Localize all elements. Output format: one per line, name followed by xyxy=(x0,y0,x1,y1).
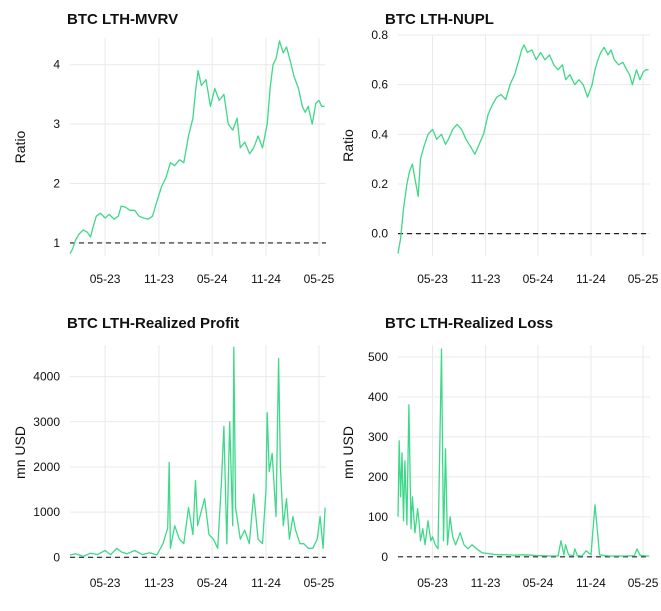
y-tick-label: 4 xyxy=(53,58,60,72)
y-tick-label: 4000 xyxy=(33,370,60,384)
series-line xyxy=(397,44,649,254)
y-tick-label: 3000 xyxy=(33,415,60,429)
y-tick-label: 2 xyxy=(53,177,60,191)
y-tick-label: 1 xyxy=(53,236,60,250)
x-tick-label: 11-23 xyxy=(144,272,174,286)
y-tick-label: 1000 xyxy=(33,505,60,519)
y-tick-label: 0 xyxy=(381,550,388,564)
y-tick-label: 0 xyxy=(53,550,60,564)
x-tick-label: 11-24 xyxy=(251,576,281,590)
x-tick-label: 05-23 xyxy=(417,272,448,286)
x-tick-label: 05-25 xyxy=(628,272,659,286)
chart-title: BTC LTH-MVRV xyxy=(67,11,178,28)
x-tick-label: 05-23 xyxy=(90,272,121,286)
series-line xyxy=(69,40,325,254)
x-tick-label: 11-23 xyxy=(471,272,501,286)
x-tick-label: 05-23 xyxy=(417,576,448,590)
x-tick-label: 11-23 xyxy=(144,576,174,590)
chart-title: BTC LTH-Realized Loss xyxy=(385,315,553,332)
y-tick-label: 0.0 xyxy=(371,227,388,241)
y-tick-label: 0.4 xyxy=(371,127,388,141)
y-axis-label: Ratio xyxy=(12,130,28,163)
chart-title: BTC LTH-NUPL xyxy=(385,11,494,28)
x-tick-label: 11-24 xyxy=(251,272,281,286)
x-tick-label: 11-23 xyxy=(471,576,501,590)
y-tick-label: 100 xyxy=(368,510,388,524)
x-tick-label: 11-24 xyxy=(576,576,606,590)
y-axis-label: mn USD xyxy=(12,426,28,479)
x-tick-label: 05-25 xyxy=(304,272,335,286)
x-tick-label: 05-23 xyxy=(90,576,121,590)
y-tick-label: 0.8 xyxy=(371,28,388,42)
x-tick-label: 05-24 xyxy=(197,576,228,590)
y-tick-label: 200 xyxy=(368,470,388,484)
series-line xyxy=(69,346,326,558)
x-tick-label: 05-25 xyxy=(304,576,335,590)
y-tick-label: 500 xyxy=(368,350,388,364)
y-tick-label: 0.2 xyxy=(371,177,388,191)
series-line xyxy=(397,348,650,557)
y-tick-label: 3 xyxy=(53,117,60,131)
panel-lth-realized-profit: BTC LTH-Realized Profit mn USD 0 1000 2000… xyxy=(12,315,335,590)
chart-title: BTC LTH-Realized Profit xyxy=(67,315,239,332)
x-tick-label: 05-25 xyxy=(628,576,659,590)
y-tick-label: 400 xyxy=(368,390,388,404)
x-tick-label: 05-24 xyxy=(197,272,228,286)
y-tick-label: 2000 xyxy=(33,460,60,474)
y-tick-label: 0.6 xyxy=(371,78,388,92)
panel-lth-mvrv: BTC LTH-MVRV Ratio 1 2 3 4 05-23 11-23 05-24 11… xyxy=(12,11,335,286)
x-tick-label: 05-24 xyxy=(523,272,554,286)
y-tick-label: 300 xyxy=(368,430,388,444)
panel-lth-realized-loss: BTC LTH-Realized Loss mn USD 0 100 200 300 4… xyxy=(340,315,659,590)
panel-lth-nupl: BTC LTH-NUPL Ratio 0.0 0.2 0.4 0.6 0.8 05-23 1… xyxy=(340,11,659,286)
y-axis-label: mn USD xyxy=(340,426,356,479)
y-axis-label: Ratio xyxy=(340,129,356,162)
x-tick-label: 11-24 xyxy=(576,272,606,286)
x-tick-label: 05-24 xyxy=(523,576,554,590)
